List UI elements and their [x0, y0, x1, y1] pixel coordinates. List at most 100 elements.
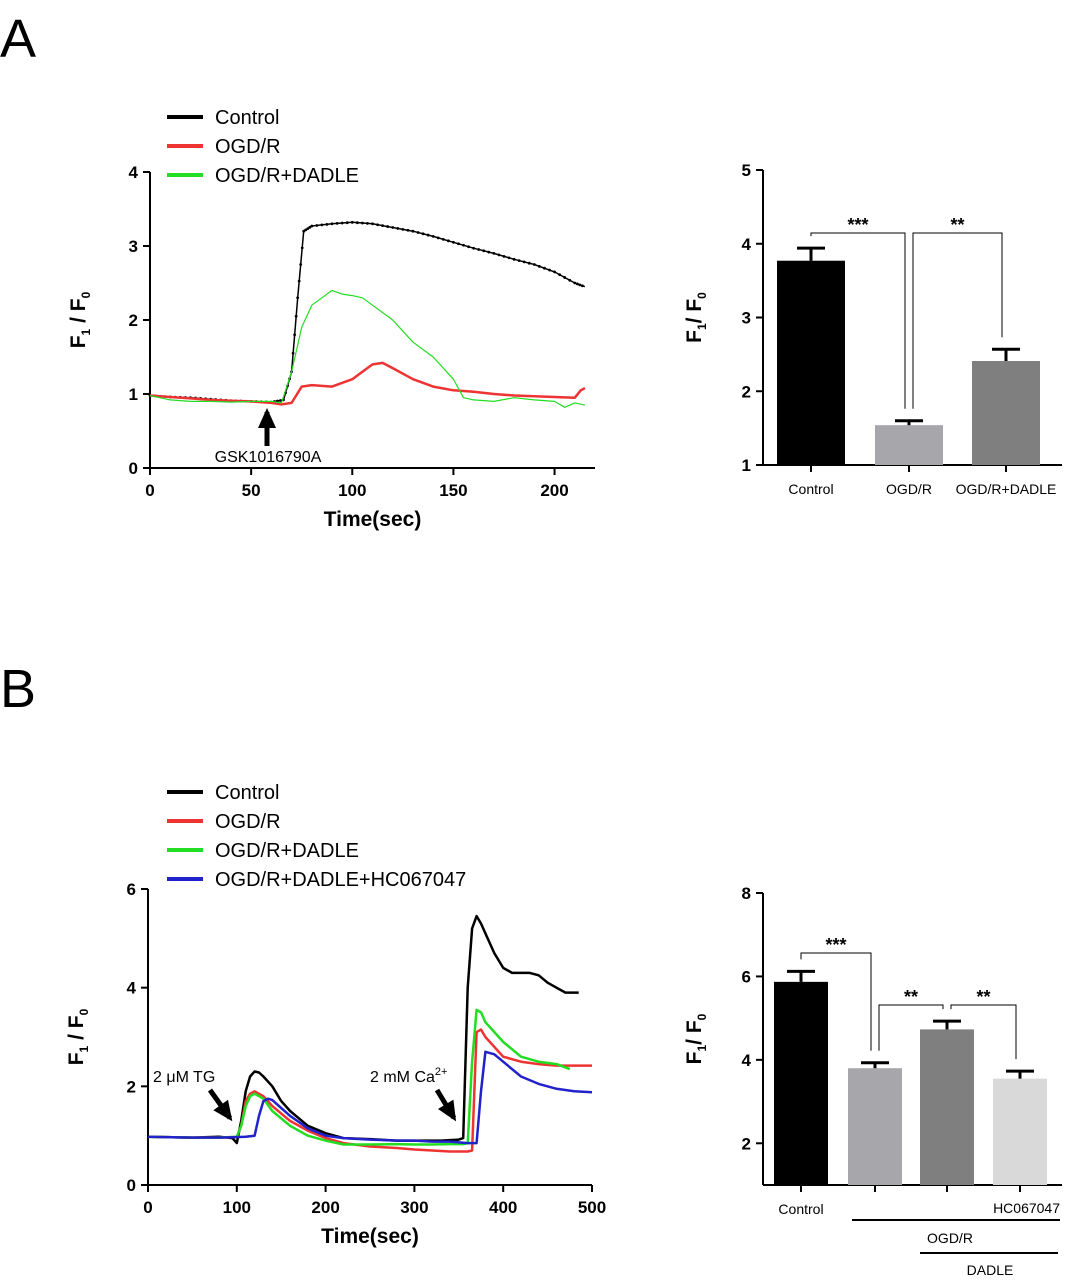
- y-tick-label: 4: [129, 163, 139, 182]
- significance-label: **: [976, 987, 990, 1007]
- x-tick-label: 0: [145, 481, 154, 500]
- x-tick-label: 300: [400, 1198, 428, 1217]
- data-point: [401, 227, 405, 231]
- data-point: [355, 221, 359, 225]
- chart-a-line: 0 1 2 3 4 0 50 100 150 200 Time(sec) F1 / F0 Control…: [67, 107, 595, 531]
- data-point: [472, 246, 476, 250]
- data-point: [411, 229, 415, 233]
- y-tick-label: 6: [742, 967, 751, 986]
- data-point: [366, 222, 369, 225]
- x-axis-title: Time(sec): [324, 508, 422, 531]
- data-point: [381, 224, 385, 228]
- series-line-ogd-r: [149, 361, 586, 406]
- panel-label-a: A: [0, 9, 36, 69]
- y-tick-label: 0: [129, 459, 138, 478]
- data-point: [279, 399, 282, 402]
- series-line-ogd-r-dadle-hc067047: [147, 1050, 593, 1145]
- chart-b-line: 0 2 4 6 0 100 200 300 400 500 Time(sec) F1 / F0 Cont…: [65, 782, 606, 1248]
- data-point: [568, 278, 572, 282]
- data-point: [446, 239, 450, 243]
- data-point: [310, 224, 314, 228]
- data-point: [416, 231, 420, 234]
- data-point: [527, 261, 531, 265]
- data-point: [320, 223, 324, 227]
- bar-3: [993, 1078, 1047, 1185]
- arrow-head: [258, 408, 276, 428]
- bar-2: [972, 361, 1040, 465]
- category-label: Control: [778, 1201, 823, 1217]
- y-tick-label: 3: [129, 237, 138, 256]
- y-tick-label: 2: [742, 382, 751, 401]
- y-tick-label: 5: [742, 161, 751, 180]
- group-label-dadle: DADLE: [967, 1262, 1014, 1278]
- data-point: [492, 252, 496, 255]
- x-tick-label: 400: [489, 1198, 517, 1217]
- data-point: [467, 245, 470, 249]
- legend-label: OGD/R: [215, 136, 281, 158]
- data-point: [340, 221, 344, 225]
- data-point: [350, 220, 354, 224]
- data-point: [532, 263, 536, 266]
- data-point: [507, 256, 511, 260]
- y-tick-label: 1: [129, 385, 138, 404]
- data-point: [308, 225, 312, 229]
- data-point: [360, 221, 364, 225]
- x-tick-label: 100: [223, 1198, 251, 1217]
- significance-bracket: [800, 952, 872, 1051]
- arrow-head: [438, 1099, 457, 1122]
- data-point: [376, 223, 379, 227]
- y-tick-label: 4: [127, 979, 137, 998]
- arrow-head: [213, 1099, 233, 1122]
- x-tick-label: 100: [338, 481, 366, 500]
- series-line-ogd-r: [147, 1028, 592, 1153]
- significance-bracket: [912, 232, 1003, 409]
- data-point: [297, 279, 301, 283]
- data-point: [315, 224, 319, 227]
- series-line-ogd-r-dadle: [147, 1008, 571, 1146]
- data-point: [452, 240, 455, 244]
- legend-label: OGD/R+DADLE: [215, 165, 359, 187]
- x-tick-label: 50: [242, 481, 261, 500]
- y-axis-title: F1 / F0: [65, 1008, 91, 1065]
- data-point: [436, 236, 440, 240]
- data-point: [482, 249, 486, 253]
- bar-0: [777, 260, 845, 465]
- data-point: [371, 222, 374, 226]
- y-axis-title: F1/ F0: [683, 292, 709, 343]
- annotation-gsk1016790a: GSK1016790A: [215, 449, 322, 466]
- category-label: OGD/R: [886, 481, 932, 497]
- data-point: [396, 227, 400, 230]
- data-point: [502, 254, 506, 258]
- x-axis-title: Time(sec): [321, 1225, 419, 1248]
- y-axis-title: F1 / F0: [67, 291, 93, 348]
- annotation-calcium-superscript: 2+: [435, 1066, 448, 1078]
- data-point: [431, 234, 435, 238]
- data-point: [517, 259, 521, 263]
- data-point: [291, 351, 295, 355]
- y-tick-label: 8: [742, 884, 751, 903]
- significance-label: **: [950, 215, 964, 235]
- y-tick-label: 2: [129, 311, 138, 330]
- significance-bracket: [878, 1004, 944, 1051]
- data-point: [441, 237, 445, 241]
- legend-label: OGD/R+DADLE: [215, 840, 359, 862]
- y-tick-label: 1: [742, 456, 751, 475]
- significance-label: ***: [825, 935, 846, 955]
- data-point: [426, 233, 430, 237]
- annotation-tg: 2 μM TG: [153, 1069, 215, 1086]
- data-point: [487, 250, 491, 254]
- data-point: [537, 264, 541, 268]
- x-tick-label: 0: [143, 1198, 152, 1217]
- data-point: [578, 283, 582, 287]
- x-tick-label: 500: [578, 1198, 606, 1217]
- legend-label: Control: [215, 782, 279, 804]
- data-point: [296, 296, 300, 300]
- series-line-ogd-r-dadle: [149, 289, 586, 408]
- data-point: [345, 221, 349, 225]
- y-tick-label: 6: [127, 880, 136, 899]
- data-point: [421, 232, 425, 236]
- data-point: [522, 260, 526, 264]
- legend-label: Control: [215, 107, 279, 129]
- significance-bracket: [810, 232, 906, 409]
